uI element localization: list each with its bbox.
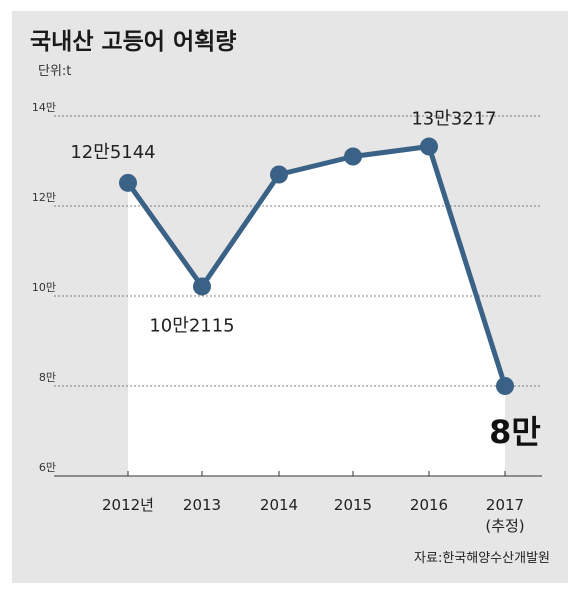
- y-tick-label: 8만: [39, 371, 56, 384]
- data-label: 10만2115: [149, 315, 234, 336]
- x-tick-label: 2014: [260, 496, 298, 514]
- chart-frame: 국내산 고등어 어획량 단위:t 14만 12만 10만 8만 6만 2012년 2013…: [12, 11, 568, 583]
- x-tick-label: 2012년: [102, 496, 154, 514]
- x-tick-label: 2017: [486, 496, 524, 514]
- data-label: 8만: [489, 413, 541, 451]
- data-point: [270, 165, 288, 184]
- y-tick-label: 6만: [39, 461, 56, 474]
- x-tick-label: 2013: [183, 496, 221, 514]
- x-tick-label: 2016: [410, 496, 448, 514]
- x-tick-label: 2015: [334, 496, 372, 514]
- line-chart: 국내산 고등어 어획량 단위:t 14만 12만 10만 8만 6만 2012년 2013…: [30, 29, 550, 566]
- x-tick-sublabel: (추정): [485, 517, 524, 535]
- chart-title: 국내산 고등어 어획량: [30, 29, 236, 55]
- data-point: [119, 173, 137, 192]
- data-point: [496, 377, 514, 395]
- y-tick-label: 14만: [32, 101, 56, 114]
- y-tick-label: 12만: [32, 191, 56, 204]
- source-note: 자료:한국해양수산개발원: [414, 551, 550, 566]
- unit-label: 단위:t: [38, 64, 71, 79]
- y-tick-label: 10만: [32, 281, 56, 294]
- data-point: [344, 147, 362, 166]
- area-fill: [128, 146, 505, 476]
- data-label: 12만5144: [70, 142, 155, 163]
- data-point: [420, 137, 438, 156]
- data-point: [193, 277, 211, 296]
- data-label: 13만3217: [411, 109, 496, 130]
- series-line: [125, 144, 508, 389]
